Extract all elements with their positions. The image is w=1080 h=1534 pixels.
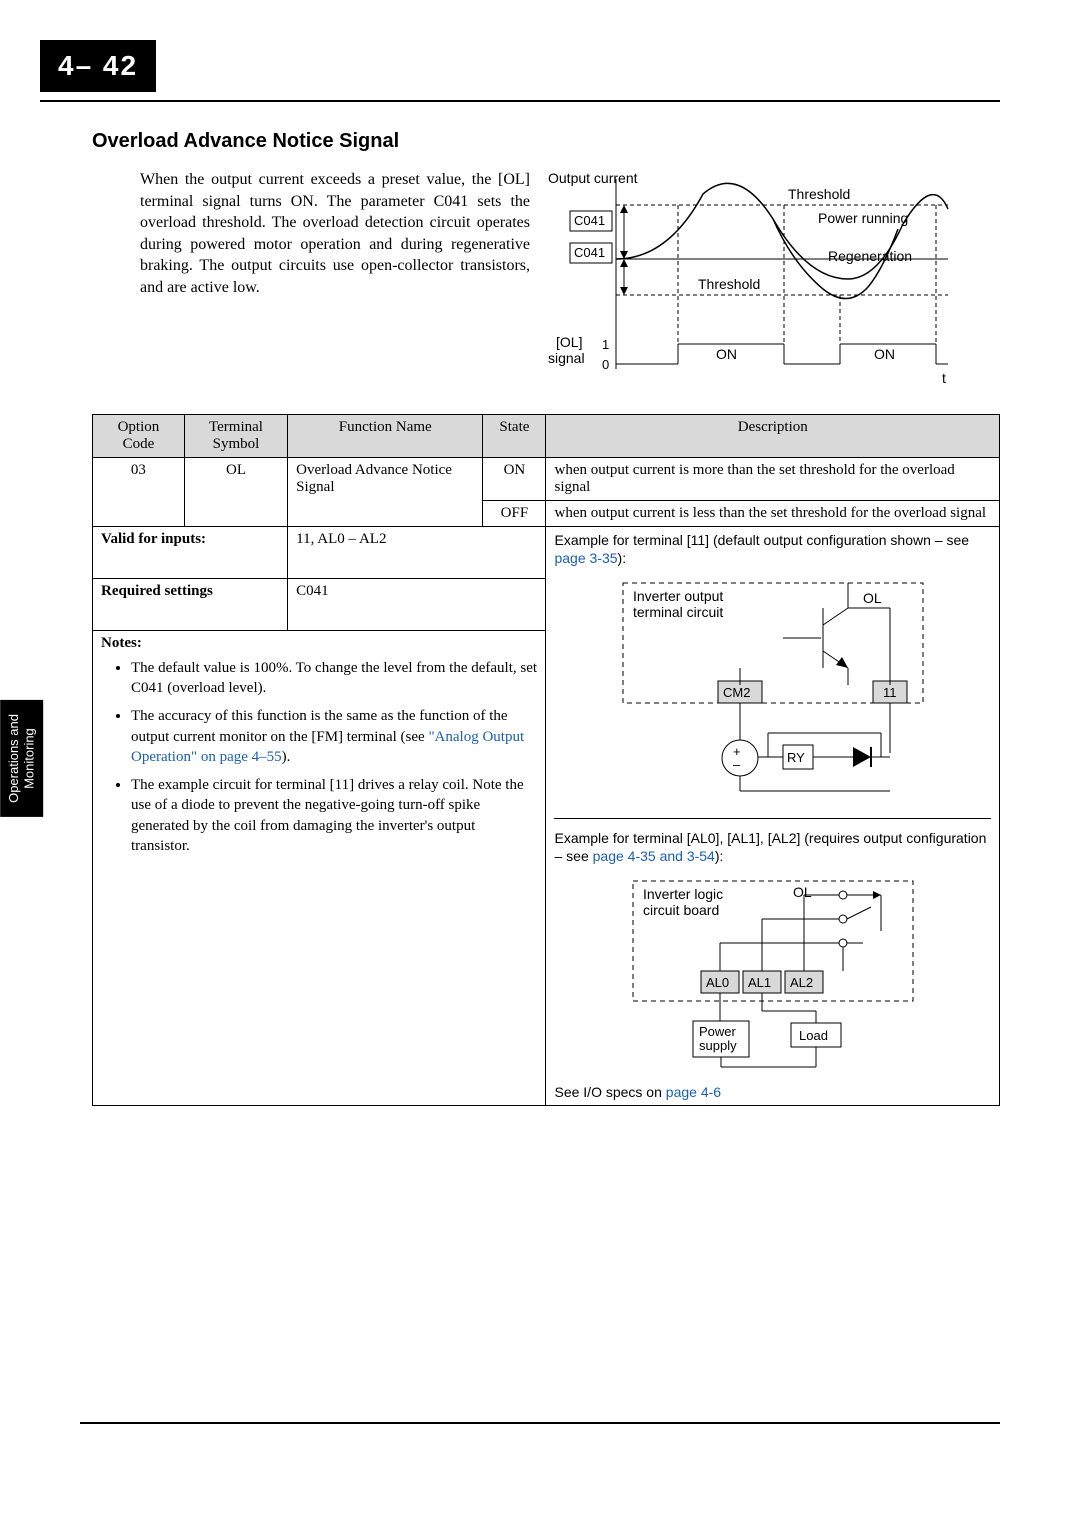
svg-text:AL1: AL1 (748, 975, 771, 990)
label-threshold-top: Threshold (788, 186, 850, 202)
svg-text:OL: OL (793, 884, 812, 900)
svg-text:AL2: AL2 (790, 975, 813, 990)
label-t: t (942, 370, 946, 386)
th-function-name: Function Name (288, 415, 483, 458)
timing-diagram: Output current C041 C041 Threshold Thres… (538, 169, 1000, 394)
td-valid-value: 11, AL0 – AL2 (288, 527, 546, 579)
td-required-label: Required settings (93, 578, 288, 630)
bottom-rule (80, 1422, 1000, 1424)
note-1: The default value is 100%. To change the… (131, 658, 537, 699)
td-desc-off: when output current is less than the set… (546, 501, 1000, 527)
th-description: Description (546, 415, 1000, 458)
td-state-on: ON (483, 458, 546, 501)
side-tab: Operations and Monitoring (0, 700, 43, 817)
see-io-text: See I/O specs on (554, 1084, 665, 1100)
top-rule (40, 100, 1000, 102)
label-power-running: Power running (818, 210, 908, 226)
intro-paragraph: When the output current exceeds a preset… (140, 169, 530, 394)
notes-header: Notes: (101, 635, 537, 652)
page-number-box: 4– 42 (40, 40, 156, 92)
svg-text:11: 11 (883, 685, 897, 700)
th-option-code: OptionCode (93, 415, 185, 458)
example-al-link[interactable]: page 4-35 and 3-54 (593, 848, 715, 864)
example-11-text: Example for terminal [11] (default outpu… (554, 532, 969, 548)
svg-text:Powersupply: Powersupply (699, 1024, 737, 1053)
example-11-link[interactable]: page 3-35 (554, 550, 617, 566)
td-state-off: OFF (483, 501, 546, 527)
label-zero: 0 (602, 357, 609, 372)
example-11-tail: ): (618, 550, 627, 566)
svg-text:Inverter logiccircuit board: Inverter logiccircuit board (643, 886, 723, 918)
td-notes: Notes: The default value is 100%. To cha… (93, 630, 546, 1106)
label-c041-a: C041 (574, 213, 605, 228)
circuit-diagram-1: Inverter outputterminal circuit OL CM2 (603, 573, 943, 803)
section-title: Overload Advance Notice Signal (92, 130, 1000, 153)
circuit-diagram-2: Inverter logiccircuit board OL (613, 871, 933, 1071)
label-on-1: ON (716, 346, 737, 362)
svg-text:Load: Load (799, 1028, 828, 1043)
td-function-name: Overload Advance Notice Signal (288, 458, 483, 527)
td-option-code: 03 (93, 458, 185, 527)
svg-text:AL0: AL0 (706, 975, 729, 990)
th-terminal-symbol: TerminalSymbol (184, 415, 287, 458)
svg-text:OL: OL (863, 590, 882, 606)
label-c041-b: C041 (574, 245, 605, 260)
td-valid-label: Valid for inputs: (93, 527, 288, 579)
label-ol-signal: [OL]signal (548, 334, 585, 366)
label-output: Output current (548, 170, 638, 186)
note-3: The example circuit for terminal [11] dr… (131, 775, 537, 856)
label-one: 1 (602, 337, 609, 352)
label-threshold-mid: Threshold (698, 276, 760, 292)
signal-table: OptionCode TerminalSymbol Function Name … (92, 414, 1000, 1106)
td-example-11: Example for terminal [11] (default outpu… (546, 527, 1000, 1106)
svg-text:CM2: CM2 (723, 685, 750, 700)
note-2: The accuracy of this function is the sam… (131, 706, 537, 767)
label-on-2: ON (874, 346, 895, 362)
svg-text:Inverter outputterminal circui: Inverter outputterminal circuit (633, 588, 723, 620)
td-terminal-symbol: OL (184, 458, 287, 527)
th-state: State (483, 415, 546, 458)
svg-text:–: – (733, 757, 741, 772)
example-al-tail: ): (715, 848, 724, 864)
svg-text:RY: RY (787, 750, 805, 765)
see-io-link[interactable]: page 4-6 (666, 1084, 721, 1100)
td-desc-on: when output current is more than the set… (546, 458, 1000, 501)
td-required-value: C041 (288, 578, 546, 630)
label-regeneration: Regeneration (828, 248, 912, 264)
